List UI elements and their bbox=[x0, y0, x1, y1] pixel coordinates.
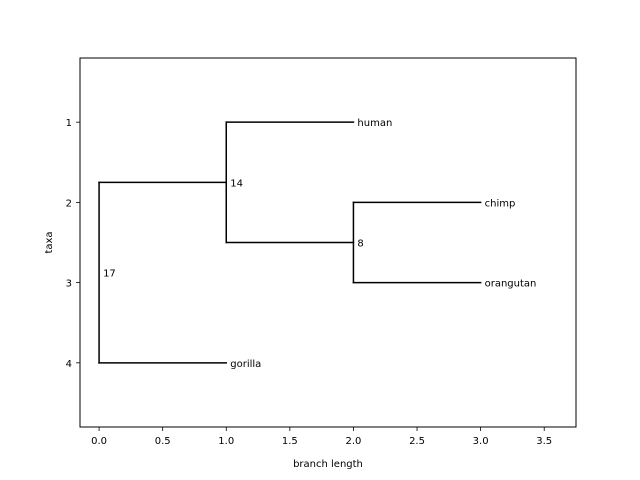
tree-branches bbox=[98, 121, 482, 364]
x-tick-label: 1.5 bbox=[282, 436, 298, 447]
y-tick-label: 1 bbox=[66, 118, 72, 129]
x-tick-label: 0.5 bbox=[155, 436, 171, 447]
taxon-label-orangutan: orangutan bbox=[485, 279, 537, 290]
plot-frame bbox=[79, 57, 577, 428]
axes: 0.0 0.5 1.0 1.5 2.0 2.5 3.0 3.5 1 2 3 4 bbox=[66, 57, 577, 447]
x-tick-label: 3.0 bbox=[473, 436, 489, 447]
internal-node-label: 8 bbox=[357, 239, 363, 250]
y-tick-label: 4 bbox=[66, 359, 72, 370]
x-tick-label: 2.0 bbox=[345, 436, 361, 447]
x-axis-label: branch length bbox=[293, 459, 363, 470]
taxon-label-chimp: chimp bbox=[485, 198, 516, 209]
tree-labels: 17 14 8 human chimp orangutan gorilla bbox=[103, 118, 536, 370]
x-tick-label: 1.0 bbox=[218, 436, 234, 447]
taxon-label-human: human bbox=[357, 118, 392, 129]
y-axis-label: taxa bbox=[44, 231, 55, 253]
x-tick-label: 0.0 bbox=[91, 436, 107, 447]
y-tick-label: 2 bbox=[66, 198, 72, 209]
y-tick-label: 3 bbox=[66, 279, 72, 290]
internal-node-label: 14 bbox=[230, 178, 243, 189]
taxon-label-gorilla: gorilla bbox=[230, 359, 261, 370]
x-tick-label: 2.5 bbox=[409, 436, 425, 447]
x-tick-label: 3.5 bbox=[536, 436, 552, 447]
internal-node-label: 17 bbox=[103, 269, 116, 280]
